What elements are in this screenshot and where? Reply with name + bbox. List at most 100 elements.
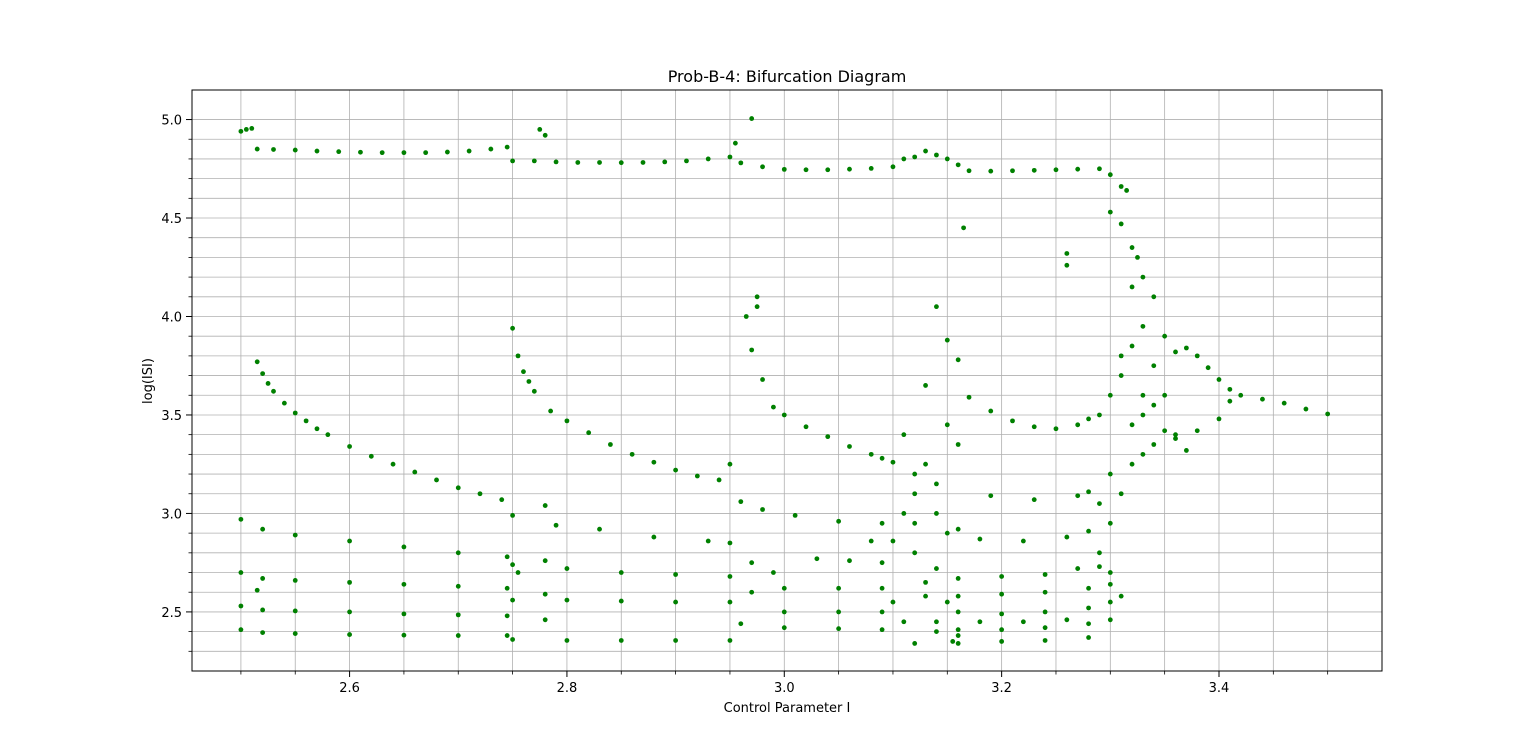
data-point <box>1118 593 1124 599</box>
data-point <box>934 152 939 158</box>
data-point <box>260 607 266 613</box>
data-point <box>1107 570 1113 575</box>
data-point <box>504 633 510 638</box>
data-point <box>390 461 396 467</box>
data-point <box>1053 426 1059 432</box>
x-tick-label: 3.0 <box>774 681 795 696</box>
chart-title: Prob-B-4: Bifurcation Diagram <box>668 67 907 86</box>
data-point <box>977 619 983 625</box>
data-point <box>553 522 559 528</box>
data-point <box>243 126 249 132</box>
data-point <box>738 160 744 166</box>
data-point <box>1031 497 1037 503</box>
data-point <box>1260 396 1265 402</box>
data-point <box>1107 471 1113 477</box>
data-point <box>1020 538 1026 544</box>
data-point <box>912 550 918 556</box>
data-point <box>1086 605 1091 611</box>
data-point <box>1173 436 1178 441</box>
data-point <box>271 147 276 152</box>
data-point <box>548 408 554 414</box>
data-point <box>1097 550 1102 556</box>
data-point <box>727 461 733 467</box>
data-point <box>401 581 407 587</box>
data-point <box>379 150 385 156</box>
data-point <box>955 526 961 532</box>
y-tick-label: 3.5 <box>161 409 182 424</box>
data-point <box>314 426 320 432</box>
x-tick-label: 3.4 <box>1209 681 1230 696</box>
data-point <box>934 511 939 516</box>
data-point <box>1173 349 1178 355</box>
y-axis-label: log(ISI) <box>141 358 156 404</box>
data-point <box>1118 221 1124 227</box>
data-point <box>1064 617 1070 623</box>
data-point <box>705 538 711 544</box>
data-point <box>1227 386 1233 392</box>
data-point <box>499 497 505 503</box>
data-point <box>1075 566 1081 571</box>
data-point <box>542 558 548 564</box>
data-point <box>347 444 352 449</box>
data-point <box>618 570 624 575</box>
data-point <box>1140 323 1146 329</box>
data-point <box>1107 172 1113 178</box>
data-point <box>1020 619 1026 625</box>
data-point <box>608 442 613 447</box>
plot-frame <box>191 89 1383 672</box>
data-point <box>814 556 820 562</box>
data-point <box>537 126 543 132</box>
data-point <box>1151 294 1157 300</box>
data-point <box>1140 412 1146 418</box>
data-point <box>455 583 461 589</box>
data-point <box>504 554 510 560</box>
data-point <box>526 379 532 384</box>
data-point <box>347 609 352 615</box>
data-point <box>238 516 244 522</box>
data-point <box>444 149 450 155</box>
data-point <box>673 572 679 577</box>
data-point <box>347 632 352 637</box>
data-point <box>890 599 896 605</box>
data-point <box>1194 353 1200 359</box>
data-point <box>1086 635 1091 640</box>
data-point <box>760 507 765 512</box>
data-point <box>749 116 755 121</box>
data-point <box>955 627 961 633</box>
data-point <box>1086 528 1091 534</box>
data-point <box>314 148 320 154</box>
data-point <box>934 629 939 635</box>
data-point <box>1107 209 1113 215</box>
data-point <box>961 225 966 231</box>
data-point <box>912 471 918 477</box>
data-point <box>1183 345 1189 351</box>
x-tick-label: 2.8 <box>557 681 578 696</box>
data-point <box>434 477 439 483</box>
data-point <box>401 611 407 617</box>
data-point <box>879 455 885 461</box>
data-point <box>727 574 733 579</box>
data-point <box>1097 564 1102 570</box>
data-point <box>868 165 874 171</box>
data-point <box>1075 493 1081 499</box>
data-point <box>825 434 831 440</box>
data-point <box>738 621 744 627</box>
data-point <box>1064 251 1070 256</box>
data-point <box>564 566 570 571</box>
data-point <box>912 641 918 646</box>
data-point <box>890 538 896 544</box>
data-point <box>732 140 738 146</box>
data-point <box>727 638 733 643</box>
data-point <box>934 619 939 625</box>
data-point <box>477 491 483 497</box>
data-point <box>412 469 418 475</box>
data-point <box>781 609 787 615</box>
y-tick-label: 3.0 <box>161 507 182 522</box>
data-point <box>955 641 961 646</box>
data-point <box>879 585 885 591</box>
data-point <box>542 591 548 597</box>
data-point <box>238 570 244 575</box>
data-point <box>749 589 755 595</box>
